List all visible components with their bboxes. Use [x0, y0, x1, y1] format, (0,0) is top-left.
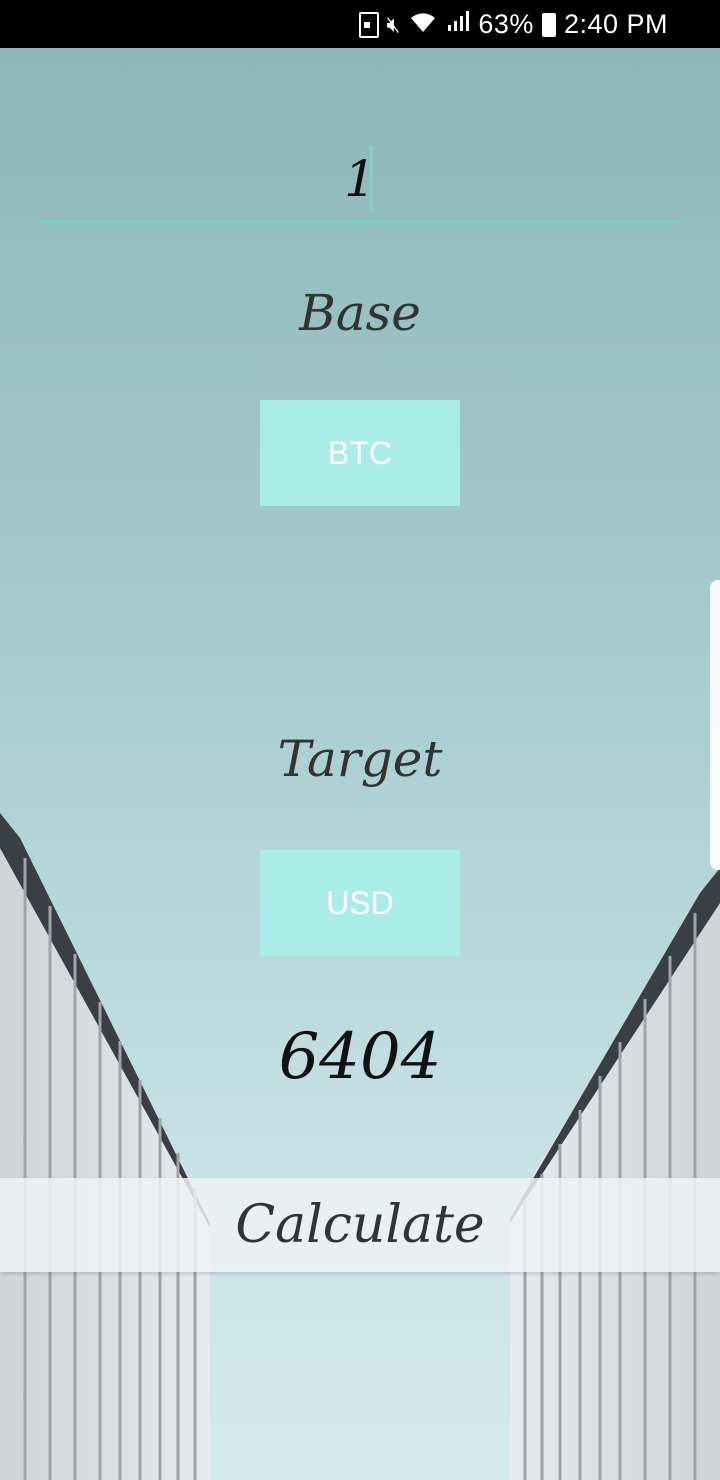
- base-currency-button[interactable]: BTC: [260, 400, 460, 506]
- wifi-icon: [408, 10, 438, 40]
- target-label: Target: [277, 730, 443, 788]
- battery-saver-icon: [358, 11, 379, 38]
- base-label: Base: [299, 284, 421, 342]
- amount-input[interactable]: [38, 144, 682, 214]
- amount-field-container: [38, 144, 682, 223]
- target-currency-button[interactable]: USD: [260, 850, 460, 956]
- mute-icon: 🔇︎: [386, 11, 401, 37]
- signal-icon: [446, 9, 470, 40]
- conversion-result: 6404: [278, 1020, 442, 1094]
- text-cursor: [370, 146, 373, 210]
- calculate-button[interactable]: Calculate: [0, 1178, 720, 1272]
- status-time: 2:40 PM: [563, 9, 668, 39]
- battery-percent: 63%: [478, 9, 534, 39]
- battery-icon: [541, 12, 556, 37]
- edge-panel-handle[interactable]: [710, 580, 720, 870]
- status-bar: 🔇︎ 63% 2:40 PM: [0, 0, 720, 48]
- status-bar-indicators: 🔇︎ 63% 2:40 PM: [358, 9, 668, 40]
- app-background: Base BTC Target USD 6404 Calculate: [0, 48, 720, 1480]
- background-buildings-image: [0, 813, 720, 1480]
